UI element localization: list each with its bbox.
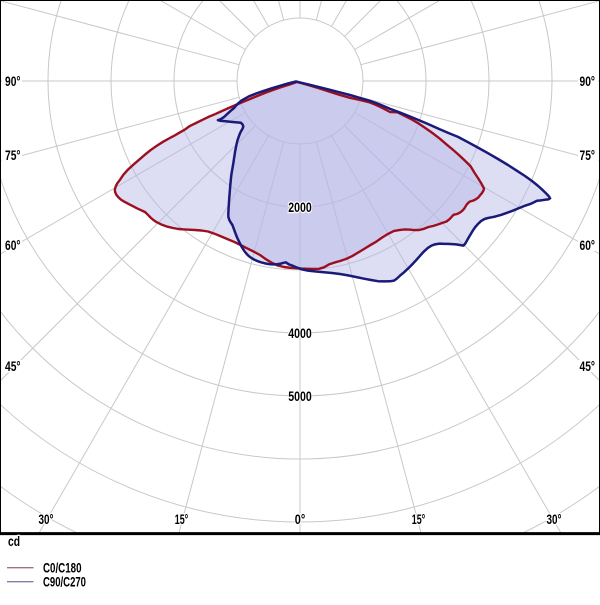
svg-text:30°: 30° xyxy=(547,511,562,527)
svg-text:90°: 90° xyxy=(580,73,596,89)
svg-text:15°: 15° xyxy=(175,511,189,527)
svg-text:15°: 15° xyxy=(412,511,426,527)
svg-text:5000: 5000 xyxy=(288,388,312,404)
svg-text:75°: 75° xyxy=(5,147,21,163)
svg-text:30°: 30° xyxy=(39,511,54,527)
svg-text:60°: 60° xyxy=(580,237,596,253)
svg-text:4000: 4000 xyxy=(288,325,312,341)
svg-text:45°: 45° xyxy=(580,358,596,374)
svg-text:60°: 60° xyxy=(5,237,21,253)
svg-text:45°: 45° xyxy=(5,358,21,374)
svg-text:0°: 0° xyxy=(295,511,306,527)
svg-text:90°: 90° xyxy=(5,73,21,89)
svg-text:75°: 75° xyxy=(580,147,596,163)
svg-text:cd: cd xyxy=(8,533,20,549)
svg-text:C90/C270: C90/C270 xyxy=(43,574,86,590)
svg-text:2000: 2000 xyxy=(288,199,312,215)
